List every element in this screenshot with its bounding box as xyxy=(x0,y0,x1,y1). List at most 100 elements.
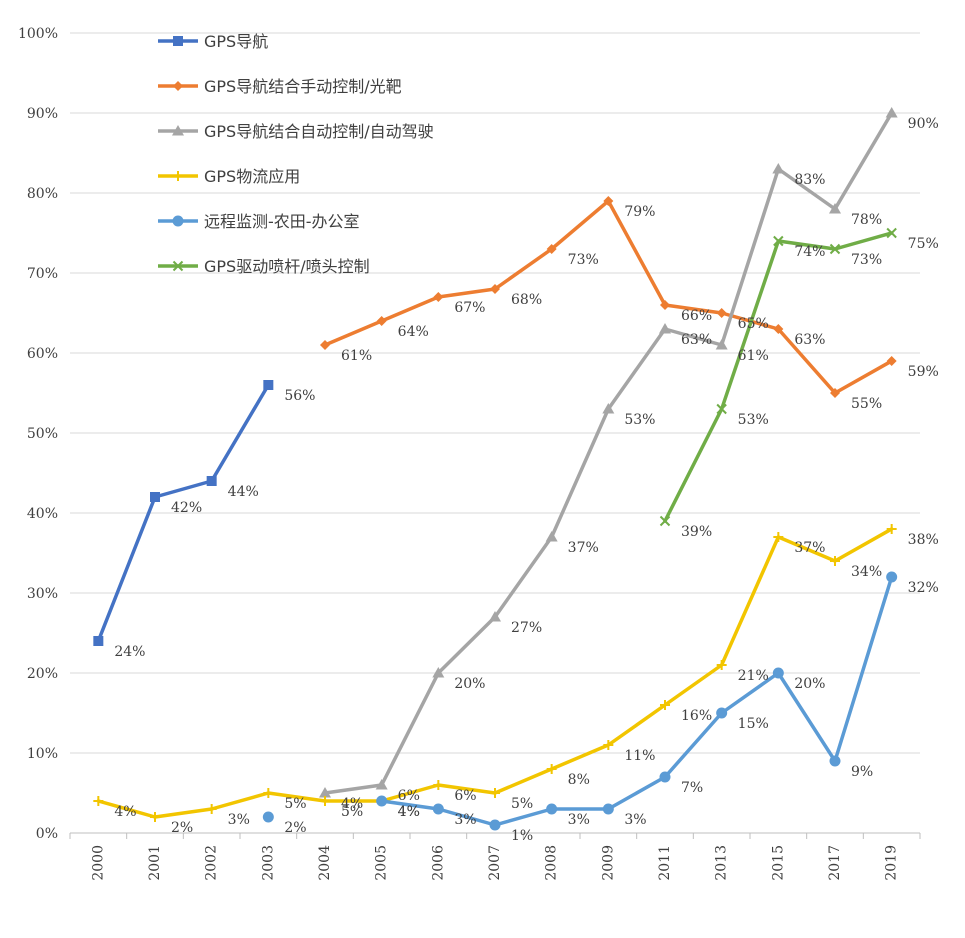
data-point xyxy=(830,388,840,398)
x-tick-label: 2000 xyxy=(90,845,106,881)
data-point xyxy=(602,403,615,414)
x-tick-label: 2003 xyxy=(260,845,276,881)
x-tick-label: 2013 xyxy=(714,845,730,881)
data-point xyxy=(829,755,841,767)
data-label: 5% xyxy=(284,796,306,812)
data-point xyxy=(546,244,557,254)
x-tick-label: 2004 xyxy=(317,845,333,881)
data-label: 79% xyxy=(624,204,655,220)
data-label: 5% xyxy=(341,804,363,820)
y-tick-label: 20% xyxy=(27,666,58,682)
data-point xyxy=(172,125,184,136)
data-point xyxy=(173,81,183,91)
data-point xyxy=(262,811,274,823)
data-label: 55% xyxy=(851,396,882,412)
data-point xyxy=(886,524,897,534)
data-label: 11% xyxy=(624,748,655,764)
data-point xyxy=(150,492,160,502)
data-point xyxy=(773,532,784,542)
data-label: 75% xyxy=(908,236,939,252)
data-label: 16% xyxy=(681,708,712,724)
x-tick-label: 2015 xyxy=(770,845,786,881)
data-point xyxy=(433,292,444,302)
series-6 xyxy=(659,227,897,527)
legend-label: 远程监测-农田-办公室 xyxy=(204,212,360,231)
data-label: 6% xyxy=(398,788,420,804)
legend-label: GPS导航结合自动控制/自动驾驶 xyxy=(204,122,434,141)
data-point xyxy=(93,796,104,806)
data-point xyxy=(715,339,728,350)
data-point xyxy=(432,667,445,678)
data-label: 9% xyxy=(851,764,873,780)
series-1 xyxy=(93,380,274,646)
data-label: 4% xyxy=(341,796,363,812)
y-tick-label: 80% xyxy=(27,186,58,202)
data-label: 42% xyxy=(171,500,202,516)
data-label: 67% xyxy=(454,300,485,316)
data-point xyxy=(660,300,670,310)
data-label: 37% xyxy=(794,540,825,556)
data-label: 21% xyxy=(738,668,769,684)
x-tick-label: 2001 xyxy=(147,845,163,881)
legend-label: GPS导航 xyxy=(204,32,268,51)
legend: GPS导航 GPS导航结合手动控制/光靶 GPS导航结合自动控制/自动驾驶 GPS物流… xyxy=(158,32,434,276)
data-label: 56% xyxy=(284,388,315,404)
data-label: 3% xyxy=(228,812,250,828)
data-point xyxy=(773,324,784,334)
series-3 xyxy=(319,107,898,798)
data-label: 20% xyxy=(454,676,485,692)
x-tick-label: 2011 xyxy=(657,845,673,881)
y-tick-label: 90% xyxy=(27,106,58,122)
data-label: 3% xyxy=(454,812,476,828)
data-point xyxy=(432,803,444,815)
legend-item-5: 远程监测-农田-办公室 xyxy=(158,212,360,231)
data-point xyxy=(319,787,331,798)
series-lines xyxy=(93,107,898,831)
data-label: 5% xyxy=(511,796,533,812)
y-tick-label: 10% xyxy=(27,746,58,762)
legend-label: GPS物流应用 xyxy=(204,167,300,186)
data-point xyxy=(602,803,614,815)
legend-item-1: GPS导航 xyxy=(158,32,268,51)
data-point xyxy=(172,260,184,272)
data-point xyxy=(433,780,444,790)
data-point xyxy=(829,203,841,214)
series-5 xyxy=(262,571,898,831)
data-point xyxy=(773,235,784,247)
y-tick-label: 50% xyxy=(27,426,58,442)
data-point xyxy=(659,323,671,334)
data-point xyxy=(716,707,728,719)
data-label: 90% xyxy=(908,116,939,132)
data-labels: 24% 42% 44% 56% 61% 64% 67% 68% 73% 79% 66% 65% 63% 5… xyxy=(114,116,938,844)
data-label: 61% xyxy=(738,348,769,364)
y-tick-label: 60% xyxy=(27,346,58,362)
data-label: 7% xyxy=(681,780,703,796)
data-label: 27% xyxy=(511,620,542,636)
series-line xyxy=(663,231,894,523)
data-label: 1% xyxy=(511,828,533,844)
data-point xyxy=(490,788,500,798)
data-label: 73% xyxy=(568,252,599,268)
data-label: 3% xyxy=(624,812,646,828)
legend-item-2: GPS导航结合手动控制/光靶 xyxy=(158,77,402,96)
data-label: 34% xyxy=(851,564,882,580)
data-label: 61% xyxy=(341,348,372,364)
data-label: 4% xyxy=(114,804,136,820)
data-point xyxy=(829,243,841,255)
data-label: 39% xyxy=(681,524,712,540)
data-label: 59% xyxy=(908,364,939,380)
data-point xyxy=(886,571,898,583)
data-point xyxy=(173,171,183,181)
data-label: 64% xyxy=(398,324,429,340)
y-tick-label: 70% xyxy=(27,266,58,282)
data-point xyxy=(489,611,501,622)
legend-label: GPS驱动喷杆/喷头控制 xyxy=(204,257,370,276)
data-label: 78% xyxy=(851,212,882,228)
data-label: 68% xyxy=(511,292,542,308)
data-point xyxy=(375,779,388,790)
x-tick-label: 2008 xyxy=(544,845,560,881)
x-tick-label: 2005 xyxy=(374,845,390,881)
x-tick-label: 2019 xyxy=(884,845,900,881)
data-label: 53% xyxy=(738,412,769,428)
